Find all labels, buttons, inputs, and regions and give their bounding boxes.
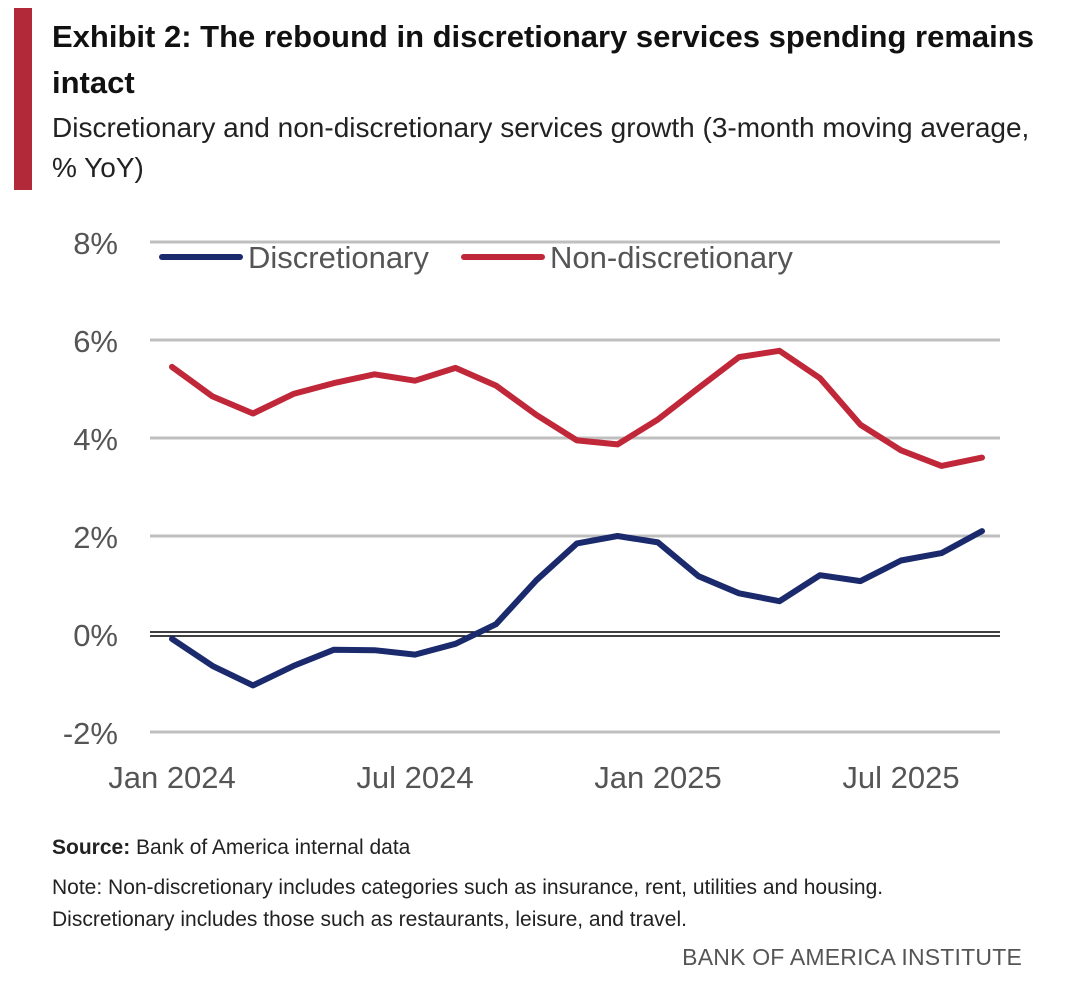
- source-text: Bank of America internal data: [130, 836, 411, 859]
- y-tick-label: 4%: [73, 422, 118, 457]
- chart-subtitle: Discretionary and non-discretionary serv…: [52, 112, 1030, 183]
- note-line-1: Note: Non-discretionary includes categor…: [52, 876, 884, 899]
- gridlines: [150, 240, 1000, 734]
- line-chart: -2% 0% 2% 4% 6% 8% Jan 2024 Jul 2024 Jan 2025 Ju…: [63, 226, 1000, 795]
- series-line-discretionary: [169, 528, 985, 689]
- series-lines: [169, 347, 985, 689]
- x-tick-label: Jul 2025: [842, 760, 959, 795]
- chart-title: Exhibit 2: The rebound in discretionary …: [52, 19, 1034, 100]
- accent-bar: [14, 8, 32, 190]
- source-label: Source:: [52, 836, 131, 859]
- brand-footer: BANK OF AMERICA INSTITUTE: [682, 944, 1022, 970]
- x-tick-label: Jul 2024: [356, 760, 473, 795]
- y-tick-label: 0%: [73, 618, 118, 653]
- legend-label: Discretionary: [248, 240, 429, 275]
- note-block: Note: Non-discretionary includes categor…: [52, 872, 1052, 936]
- series-line-non-discretionary: [169, 347, 985, 469]
- legend-label: Non-discretionary: [550, 240, 793, 275]
- legend: Discretionary Non-discretionary: [159, 240, 793, 275]
- x-tick-label: Jan 2025: [594, 760, 722, 795]
- y-tick-label: 8%: [73, 226, 118, 261]
- source-line: Source: Bank of America internal data: [52, 836, 410, 860]
- y-tick-label: 2%: [73, 520, 118, 555]
- y-tick-label: 6%: [73, 324, 118, 359]
- x-tick-label: Jan 2024: [108, 760, 236, 795]
- note-line-2: Discretionary includes those such as res…: [52, 908, 687, 931]
- y-axis-ticks: -2% 0% 2% 4% 6% 8%: [63, 226, 118, 751]
- y-tick-label: -2%: [63, 716, 118, 751]
- x-axis-ticks: Jan 2024 Jul 2024 Jan 2025 Jul 2025: [108, 760, 959, 795]
